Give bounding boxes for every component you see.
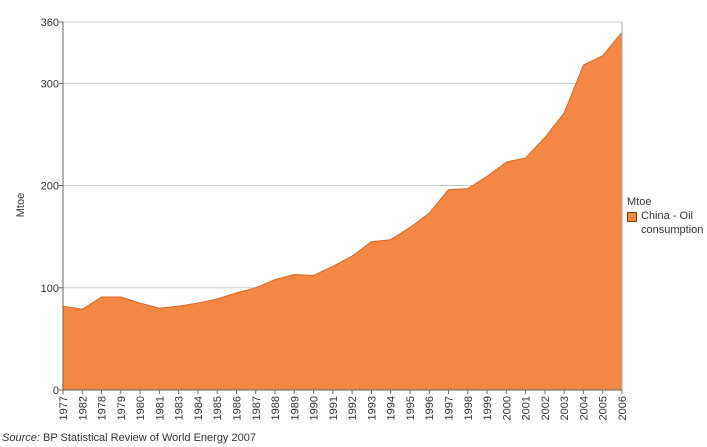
x-tick-label: 1980 bbox=[135, 396, 147, 420]
x-tick-label: 1984 bbox=[193, 396, 205, 420]
x-tick-label: 1992 bbox=[347, 396, 359, 420]
x-tick-label: 1983 bbox=[174, 396, 186, 420]
legend-entry: China - Oil consumption bbox=[627, 209, 707, 237]
x-tick-label: 1985 bbox=[212, 396, 224, 420]
x-tick-label: 1989 bbox=[289, 396, 301, 420]
x-tick-label: 2005 bbox=[598, 396, 610, 420]
x-tick-label: 1982 bbox=[77, 396, 89, 420]
x-tick-label: 1979 bbox=[116, 396, 128, 420]
x-tick-label: 1994 bbox=[386, 396, 398, 420]
x-tick-label: 1997 bbox=[444, 396, 456, 420]
legend-title: Mtoe bbox=[627, 196, 652, 208]
x-tick-label: 1996 bbox=[424, 396, 436, 420]
source-text: BP Statistical Review of World Energy 20… bbox=[42, 432, 256, 444]
x-tick-label: 1978 bbox=[97, 396, 109, 420]
y-tick-label: 300 bbox=[41, 78, 59, 90]
x-tick-label: 1981 bbox=[154, 396, 166, 420]
x-tick-label: 1993 bbox=[366, 396, 378, 420]
source-note: Source: BP Statistical Review of World E… bbox=[2, 432, 256, 444]
x-tick-label: 1991 bbox=[328, 396, 340, 420]
source-prefix: Source: bbox=[2, 432, 40, 444]
x-tick-label: 1986 bbox=[231, 396, 243, 420]
x-tick-label: 1998 bbox=[463, 396, 475, 420]
x-tick-label: 2006 bbox=[617, 396, 629, 420]
legend-label: China - Oil consumption bbox=[641, 210, 704, 236]
y-axis-title: Mtoe bbox=[15, 193, 27, 217]
x-tick-label: 2000 bbox=[501, 396, 513, 420]
y-tick-label: 100 bbox=[41, 283, 59, 295]
y-tick-label: 0 bbox=[53, 385, 59, 397]
y-tick-label: 360 bbox=[41, 17, 59, 29]
x-tick-label: 2004 bbox=[578, 396, 590, 420]
x-tick-label: 1995 bbox=[405, 396, 417, 420]
x-tick-label: 2001 bbox=[521, 396, 533, 420]
x-axis-ticks: 1977 1982 1978 1979 1980 1981 1983 1984 1985 1986… bbox=[58, 390, 629, 420]
x-tick-label: 1990 bbox=[309, 396, 321, 420]
y-axis-ticks: 0 100 200 300 360 bbox=[41, 17, 63, 397]
x-tick-label: 1987 bbox=[251, 396, 263, 420]
y-tick-label: 200 bbox=[41, 181, 59, 193]
x-tick-label: 2002 bbox=[540, 396, 552, 420]
x-tick-label: 1999 bbox=[482, 396, 494, 420]
area-series-china-oil bbox=[62, 30, 623, 391]
x-tick-label: 1977 bbox=[58, 396, 70, 420]
area-series bbox=[62, 30, 623, 391]
x-tick-label: 2003 bbox=[559, 396, 571, 420]
legend-swatch bbox=[627, 212, 637, 222]
legend: Mtoe China - Oil consumption bbox=[627, 195, 707, 237]
x-tick-label: 1988 bbox=[270, 396, 282, 420]
